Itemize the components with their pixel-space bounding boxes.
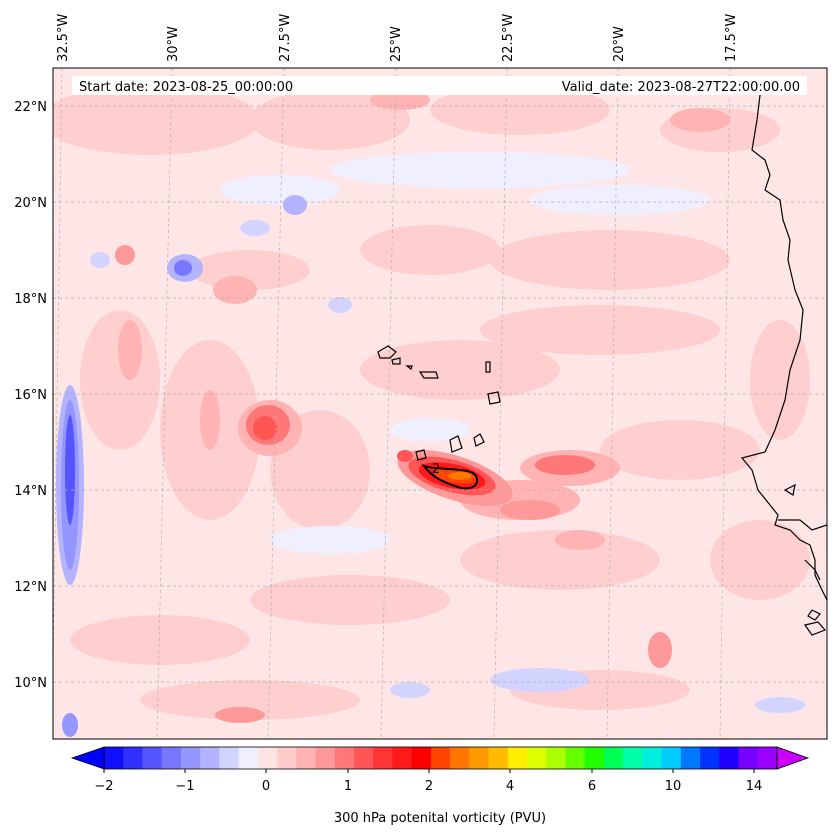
colorbar-label: 300 hPa potenital vorticity (PVU) <box>334 811 546 826</box>
colorbar-cell <box>623 747 643 769</box>
colorbar-cell <box>277 747 297 769</box>
lon-label: 25°W <box>389 26 404 62</box>
islands <box>377 345 501 461</box>
colorbar-cell <box>584 747 605 769</box>
colorbar-tick-label: 6 <box>588 779 596 794</box>
colorbar-cell <box>257 747 278 769</box>
colorbar-cell <box>757 747 778 769</box>
lat-label: 16°N <box>14 388 47 403</box>
longitude-labels: 32.5°W 30°W 27.5°W 25°W 22.5°W 20°W 17.5… <box>56 14 739 62</box>
pv-field: 2 <box>53 68 827 739</box>
lon-label: 27.5°W <box>278 14 293 62</box>
colorbar-cell <box>392 747 413 769</box>
contour-label: 2 <box>432 462 440 477</box>
colorbar-cell <box>373 747 393 769</box>
colorbar-cell <box>142 747 163 769</box>
colorbar-cell <box>661 747 682 769</box>
colorbar-cell <box>546 747 566 769</box>
latitude-labels: 22°N 20°N 18°N 16°N 14°N 12°N 10°N <box>14 100 47 691</box>
colorbar-cell <box>104 747 124 769</box>
colorbar-cell <box>123 747 143 769</box>
colorbar-cell <box>334 747 355 769</box>
colorbar-tick-label: −2 <box>94 779 113 794</box>
colorbar-cell <box>238 747 259 769</box>
pv-maximum-core <box>397 450 513 506</box>
colorbar-cell <box>180 747 201 769</box>
colorbar-cell <box>738 747 759 769</box>
colorbar-cell <box>488 747 509 769</box>
lon-label: 20°W <box>612 26 627 62</box>
lat-label: 12°N <box>14 580 47 595</box>
colorbar-cell <box>642 747 663 769</box>
colorbar-tick-label: 4 <box>506 779 514 794</box>
colorbar: −2 −1 0 1 2 4 6 10 14 300 hPa potenital … <box>70 746 810 826</box>
colorbar-cell <box>430 747 451 769</box>
colorbar-min-arrow <box>70 746 105 770</box>
colorbar-cell <box>603 747 624 769</box>
colorbar-cell <box>700 747 720 769</box>
colorbar-cell <box>200 747 220 769</box>
pv-2-contour <box>421 463 479 490</box>
lat-label: 14°N <box>14 484 47 499</box>
colorbar-cells <box>104 747 778 769</box>
lat-label: 20°N <box>14 196 47 211</box>
start-date-label: Start date: 2023-08-25_00:00:00 <box>79 80 293 95</box>
colorbar-cell <box>680 747 701 769</box>
colorbar-cell <box>315 747 336 769</box>
colorbar-cell <box>161 747 182 769</box>
lon-label: 22.5°W <box>501 14 516 62</box>
pv-light-patches <box>53 85 810 720</box>
colorbar-cell <box>219 747 240 769</box>
colorbar-max-arrow <box>776 746 810 770</box>
coastline <box>740 79 827 636</box>
colorbar-tick-label: 2 <box>425 779 433 794</box>
lat-label: 10°N <box>14 676 47 691</box>
lon-label: 32.5°W <box>56 14 71 62</box>
colorbar-cell <box>411 747 432 769</box>
pv-positive-patches <box>115 90 730 723</box>
colorbar-cell <box>719 747 740 769</box>
date-header: Start date: 2023-08-25_00:00:00 Valid_da… <box>72 76 807 95</box>
valid-date-label: Valid_date: 2023-08-27T22:00:00.00 <box>562 80 800 95</box>
colorbar-tick-label: 1 <box>344 779 352 794</box>
map-border <box>52 67 828 740</box>
colorbar-tick-label: −1 <box>175 779 194 794</box>
colorbar-cell <box>450 747 470 769</box>
colorbar-ticks: −2 −1 0 1 2 4 6 10 14 <box>94 769 762 794</box>
colorbar-cell <box>353 747 374 769</box>
colorbar-tick-label: 0 <box>262 779 270 794</box>
colorbar-cell <box>469 747 490 769</box>
pv-negative-patches <box>56 152 805 737</box>
map-panel: 2 <box>52 67 828 740</box>
colorbar-tick-label: 10 <box>665 779 682 794</box>
colorbar-frame <box>103 746 778 770</box>
colorbar-tick-label: 14 <box>746 779 763 794</box>
lat-label: 18°N <box>14 292 47 307</box>
colorbar-cell <box>527 747 547 769</box>
colorbar-cell <box>507 747 528 769</box>
colorbar-cell <box>296 747 317 769</box>
lon-label: 30°W <box>166 26 181 62</box>
lat-label: 22°N <box>14 100 47 115</box>
colorbar-cell <box>565 747 586 769</box>
gridlines <box>53 68 827 739</box>
lon-label: 17.5°W <box>724 14 739 62</box>
